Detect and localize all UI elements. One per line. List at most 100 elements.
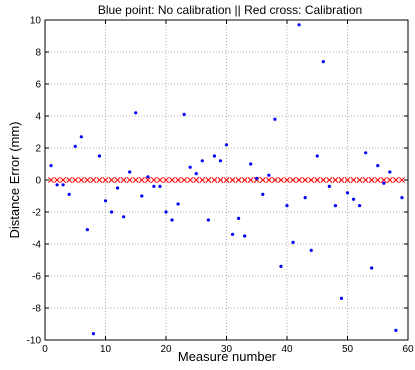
- calibration-cross-marker: [60, 177, 67, 183]
- calibration-cross-marker: [308, 177, 315, 183]
- calibration-cross-marker: [78, 177, 85, 183]
- calibration-cross-marker: [332, 177, 339, 183]
- no-calibration-point: [85, 228, 89, 232]
- no-calibration-point: [303, 196, 307, 200]
- calibration-cross-marker: [199, 177, 206, 183]
- calibration-cross-marker: [66, 177, 73, 183]
- no-calibration-point: [55, 183, 59, 187]
- y-tick-label: -2: [32, 208, 41, 219]
- calibration-cross-marker: [338, 177, 345, 183]
- no-calibration-point: [327, 184, 331, 188]
- no-calibration-point: [116, 186, 120, 190]
- calibration-cross-marker: [138, 177, 145, 183]
- calibration-cross-marker: [398, 177, 405, 183]
- no-calibration-point: [382, 181, 386, 185]
- x-tick-label: 60: [402, 344, 414, 355]
- no-calibration-point: [128, 170, 132, 174]
- no-calibration-point: [134, 111, 138, 115]
- calibration-cross-marker: [181, 177, 188, 183]
- x-tick-label: 20: [160, 344, 172, 355]
- calibration-cross-marker: [271, 177, 278, 183]
- no-calibration-point: [176, 202, 180, 206]
- no-calibration-point: [79, 135, 83, 139]
- no-calibration-point: [188, 165, 192, 169]
- calibration-cross-marker: [277, 177, 284, 183]
- no-calibration-point: [315, 154, 319, 158]
- calibration-cross-marker: [211, 177, 218, 183]
- no-calibration-point: [140, 194, 144, 198]
- no-calibration-point: [67, 192, 71, 196]
- no-calibration-point: [358, 204, 362, 208]
- y-tick-label: -6: [32, 272, 41, 283]
- y-tick-label: -8: [32, 304, 41, 315]
- x-axis-title: Measure number: [178, 349, 277, 364]
- calibration-cross-marker: [344, 177, 351, 183]
- no-calibration-point: [91, 332, 95, 336]
- calibration-cross-marker: [90, 177, 97, 183]
- calibration-cross-marker: [326, 177, 333, 183]
- x-tick-label: 10: [100, 344, 112, 355]
- calibration-cross-marker: [187, 177, 194, 183]
- no-calibration-point: [237, 216, 241, 220]
- x-tick-label: 30: [221, 344, 233, 355]
- no-calibration-point: [261, 192, 265, 196]
- calibration-cross-marker: [169, 177, 176, 183]
- no-calibration-point: [200, 159, 204, 163]
- y-tick-label: 10: [30, 16, 42, 27]
- calibration-cross-marker: [120, 177, 127, 183]
- y-tick-label: 8: [35, 48, 41, 59]
- calibration-cross-marker: [302, 177, 309, 183]
- y-tick-label: 2: [35, 144, 41, 155]
- calibration-cross-marker: [320, 177, 327, 183]
- x-tick-label: 0: [42, 344, 48, 355]
- calibration-cross-marker: [175, 177, 182, 183]
- no-calibration-point: [73, 144, 77, 148]
- no-calibration-point: [146, 175, 150, 179]
- calibration-cross-marker: [48, 177, 55, 183]
- calibration-cross-marker: [374, 177, 381, 183]
- calibration-series: [48, 177, 405, 183]
- no-calibration-point: [218, 159, 223, 163]
- no-calibration-point: [339, 296, 344, 300]
- calibration-cross-marker: [193, 177, 200, 183]
- calibration-cross-marker: [217, 177, 224, 183]
- no-calibration-point: [230, 232, 235, 236]
- chart-title: Blue point: No calibration || Red cross:…: [98, 3, 362, 17]
- calibration-cross-marker: [380, 177, 387, 183]
- no-calibration-point: [345, 191, 350, 195]
- calibration-cross-marker: [253, 177, 260, 183]
- calibration-cross-marker: [114, 177, 121, 183]
- y-tick-label: 6: [35, 80, 41, 91]
- no-calibration-series: [49, 23, 404, 336]
- calibration-cross-marker: [205, 177, 212, 183]
- calibration-cross-marker: [386, 177, 393, 183]
- calibration-cross-marker: [392, 177, 399, 183]
- no-calibration-point: [364, 151, 368, 155]
- calibration-cross-marker: [54, 177, 61, 183]
- no-calibration-point: [273, 117, 277, 121]
- calibration-cross-marker: [356, 177, 363, 183]
- no-calibration-point: [103, 199, 108, 203]
- no-calibration-point: [164, 210, 168, 214]
- no-calibration-point: [182, 112, 186, 116]
- no-calibration-point: [243, 234, 247, 238]
- calibration-cross-marker: [314, 177, 321, 183]
- no-calibration-point: [249, 162, 253, 166]
- no-calibration-point: [152, 184, 156, 188]
- y-tick-label: 4: [35, 112, 41, 123]
- calibration-cross-marker: [229, 177, 236, 183]
- y-tick-label: -10: [27, 336, 42, 347]
- axis-ticks: 0 10 20 30 40 50 60 -10 -8 -6 -4 -2 0 2 4 6 8 10: [27, 16, 414, 356]
- calibration-cross-marker: [265, 177, 272, 183]
- calibration-cross-marker: [284, 177, 290, 183]
- no-calibration-point: [370, 266, 374, 270]
- no-calibration-point: [97, 154, 102, 158]
- calibration-cross-marker: [108, 177, 115, 183]
- no-calibration-point: [394, 328, 398, 332]
- no-calibration-point: [49, 164, 53, 168]
- calibration-cross-marker: [84, 177, 91, 183]
- calibration-cross-marker: [247, 177, 254, 183]
- calibration-cross-marker: [72, 177, 79, 183]
